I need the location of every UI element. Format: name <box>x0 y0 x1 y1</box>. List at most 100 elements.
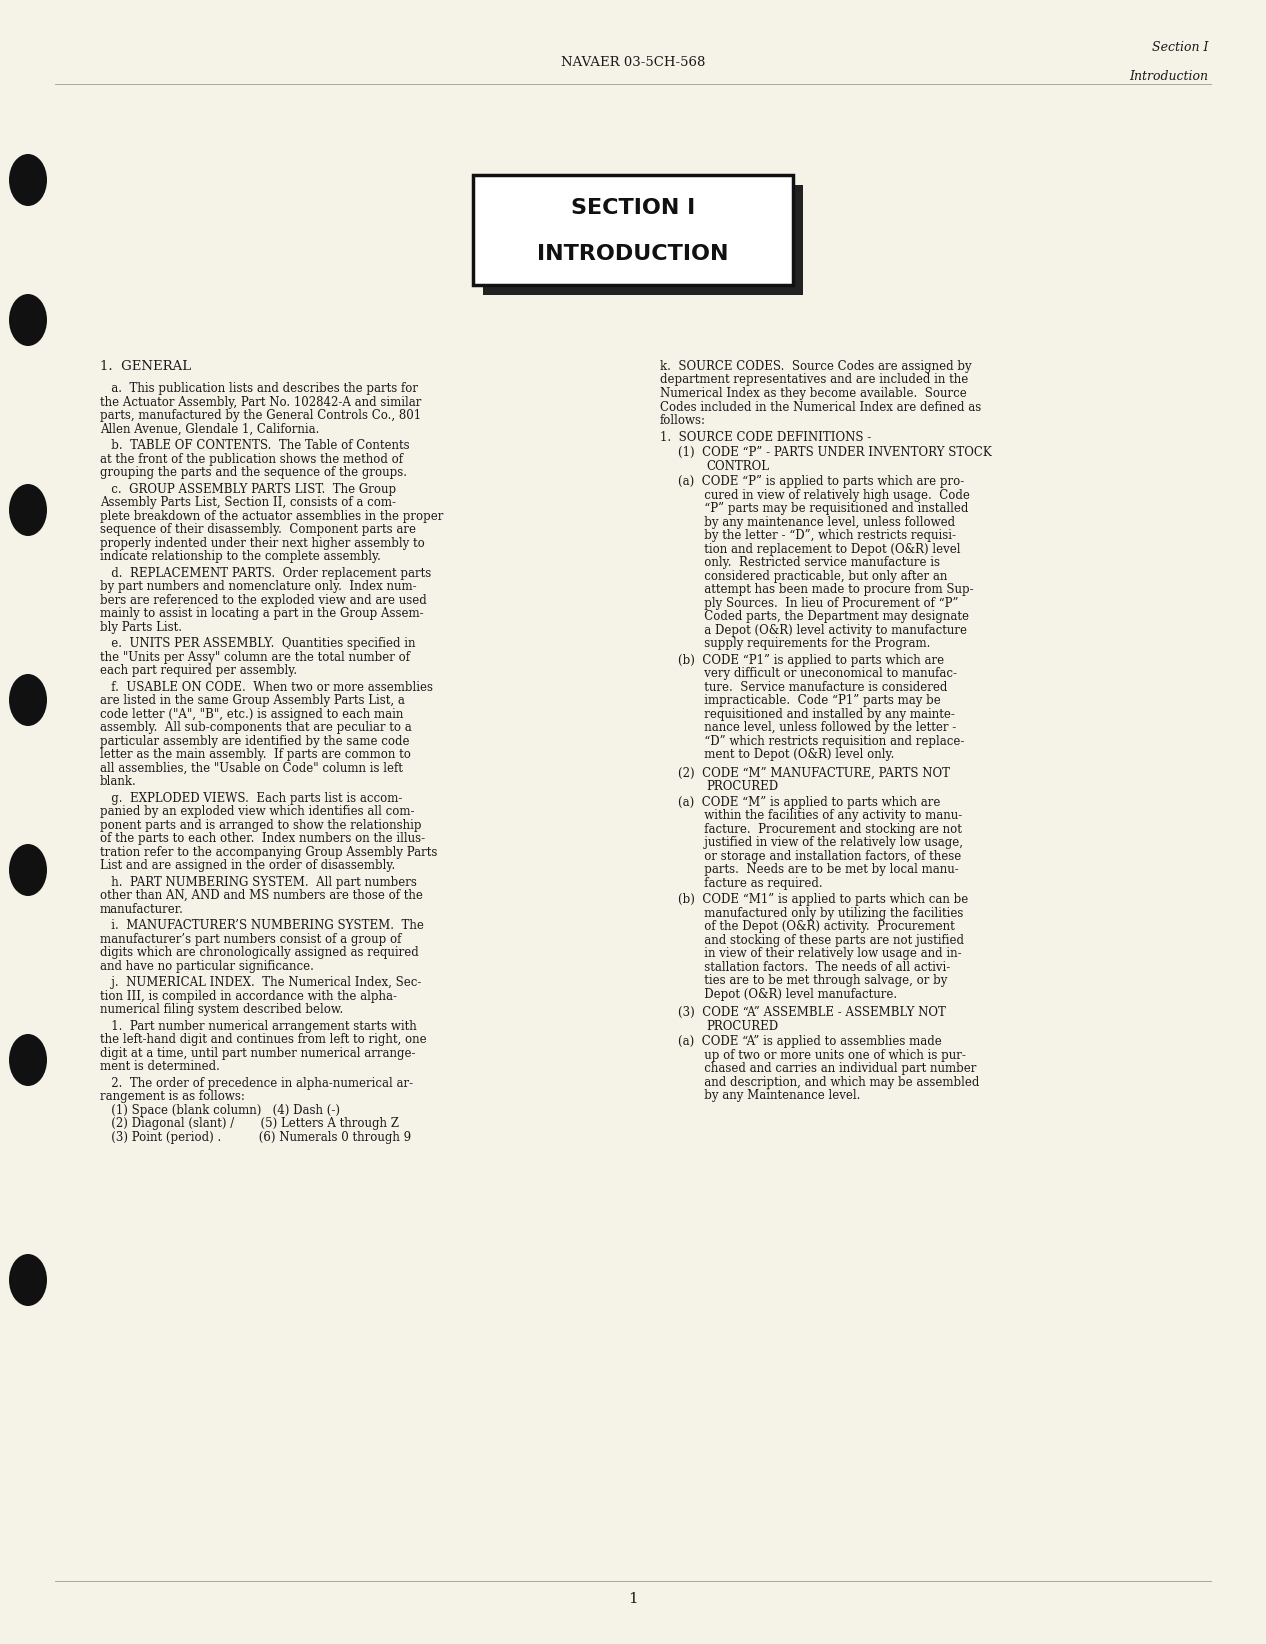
Text: cured in view of relatively high usage.  Code: cured in view of relatively high usage. … <box>679 488 970 501</box>
Text: Numerical Index as they become available.  Source: Numerical Index as they become available… <box>660 386 967 399</box>
Text: h.  PART NUMBERING SYSTEM.  All part numbers: h. PART NUMBERING SYSTEM. All part numbe… <box>100 876 417 888</box>
Text: (3)  CODE “A” ASSEMBLE - ASSEMBLY NOT: (3) CODE “A” ASSEMBLE - ASSEMBLY NOT <box>679 1006 946 1019</box>
Text: NAVAER 03-5CH-568: NAVAER 03-5CH-568 <box>561 56 705 69</box>
Text: stallation factors.  The needs of all activi-: stallation factors. The needs of all act… <box>679 960 951 973</box>
Text: numerical filing system described below.: numerical filing system described below. <box>100 1003 343 1016</box>
Text: parts.  Needs are to be met by local manu-: parts. Needs are to be met by local manu… <box>679 863 958 876</box>
Text: indicate relationship to the complete assembly.: indicate relationship to the complete as… <box>100 551 381 562</box>
Text: very difficult or uneconomical to manufac-: very difficult or uneconomical to manufa… <box>679 667 957 681</box>
Text: manufacturer’s part numbers consist of a group of: manufacturer’s part numbers consist of a… <box>100 932 401 945</box>
Text: (1) Space (blank column)   (4) Dash (-): (1) Space (blank column) (4) Dash (-) <box>100 1103 341 1116</box>
Text: by any Maintenance level.: by any Maintenance level. <box>679 1088 861 1101</box>
Text: manufactured only by utilizing the facilities: manufactured only by utilizing the facil… <box>679 906 963 919</box>
Text: manufacturer.: manufacturer. <box>100 903 184 916</box>
Text: mainly to assist in locating a part in the Group Assem-: mainly to assist in locating a part in t… <box>100 607 424 620</box>
Text: particular assembly are identified by the same code: particular assembly are identified by th… <box>100 735 409 748</box>
Text: (2) Diagonal (slant) /       (5) Letters A through Z: (2) Diagonal (slant) / (5) Letters A thr… <box>100 1116 399 1129</box>
Text: c.  GROUP ASSEMBLY PARTS LIST.  The Group: c. GROUP ASSEMBLY PARTS LIST. The Group <box>100 482 396 495</box>
Text: k.  SOURCE CODES.  Source Codes are assigned by: k. SOURCE CODES. Source Codes are assign… <box>660 360 971 373</box>
Text: ply Sources.  In lieu of Procurement of “P”: ply Sources. In lieu of Procurement of “… <box>679 597 958 610</box>
Text: INTRODUCTION: INTRODUCTION <box>537 245 729 265</box>
Text: sequence of their disassembly.  Component parts are: sequence of their disassembly. Component… <box>100 523 417 536</box>
Text: nance level, unless followed by the letter -: nance level, unless followed by the lett… <box>679 722 956 733</box>
Text: Assembly Parts List, Section II, consists of a com-: Assembly Parts List, Section II, consist… <box>100 496 396 510</box>
Text: justified in view of the relatively low usage,: justified in view of the relatively low … <box>679 837 963 848</box>
Text: f.  USABLE ON CODE.  When two or more assemblies: f. USABLE ON CODE. When two or more asse… <box>100 681 433 694</box>
Text: (a)  CODE “M” is applied to parts which are: (a) CODE “M” is applied to parts which a… <box>679 796 941 809</box>
Text: digits which are chronologically assigned as required: digits which are chronologically assigne… <box>100 945 419 958</box>
Ellipse shape <box>9 155 47 206</box>
Text: PROCURED: PROCURED <box>706 1019 779 1032</box>
Text: of the parts to each other.  Index numbers on the illus-: of the parts to each other. Index number… <box>100 832 425 845</box>
Text: “D” which restricts requisition and replace-: “D” which restricts requisition and repl… <box>679 735 965 748</box>
Bar <box>484 186 803 294</box>
Text: by part numbers and nomenclature only.  Index num-: by part numbers and nomenclature only. I… <box>100 580 417 593</box>
Text: each part required per assembly.: each part required per assembly. <box>100 664 298 677</box>
Text: SECTION I: SECTION I <box>571 197 695 219</box>
Text: attempt has been made to procure from Sup-: attempt has been made to procure from Su… <box>679 584 974 597</box>
Text: digit at a time, until part number numerical arrange-: digit at a time, until part number numer… <box>100 1047 415 1059</box>
Text: d.  REPLACEMENT PARTS.  Order replacement parts: d. REPLACEMENT PARTS. Order replacement … <box>100 567 432 579</box>
Text: and description, and which may be assembled: and description, and which may be assemb… <box>679 1075 980 1088</box>
Ellipse shape <box>9 483 47 536</box>
Text: other than AN, AND and MS numbers are those of the: other than AN, AND and MS numbers are th… <box>100 889 423 903</box>
Text: tion III, is compiled in accordance with the alpha-: tion III, is compiled in accordance with… <box>100 990 398 1003</box>
Text: follows:: follows: <box>660 414 706 427</box>
Text: (1)  CODE “P” - PARTS UNDER INVENTORY STOCK: (1) CODE “P” - PARTS UNDER INVENTORY STO… <box>679 446 991 459</box>
Text: a Depot (O&R) level activity to manufacture: a Depot (O&R) level activity to manufact… <box>679 623 967 636</box>
Text: only.  Restricted service manufacture is: only. Restricted service manufacture is <box>679 556 939 569</box>
Ellipse shape <box>9 1254 47 1305</box>
Text: 1.  Part number numerical arrangement starts with: 1. Part number numerical arrangement sta… <box>100 1019 417 1032</box>
Text: b.  TABLE OF CONTENTS.  The Table of Contents: b. TABLE OF CONTENTS. The Table of Conte… <box>100 439 410 452</box>
Text: (a)  CODE “A” is applied to assemblies made: (a) CODE “A” is applied to assemblies ma… <box>679 1036 942 1047</box>
Text: 2.  The order of precedence in alpha-numerical ar-: 2. The order of precedence in alpha-nume… <box>100 1077 413 1090</box>
Text: 1: 1 <box>628 1591 638 1606</box>
Text: (3) Point (period) .          (6) Numerals 0 through 9: (3) Point (period) . (6) Numerals 0 thro… <box>100 1131 411 1144</box>
Text: facture as required.: facture as required. <box>679 876 823 889</box>
Text: at the front of the publication shows the method of: at the front of the publication shows th… <box>100 452 403 465</box>
Text: blank.: blank. <box>100 774 137 787</box>
Text: the Actuator Assembly, Part No. 102842-A and similar: the Actuator Assembly, Part No. 102842-A… <box>100 396 422 408</box>
Bar <box>473 174 793 284</box>
Text: up of two or more units one of which is pur-: up of two or more units one of which is … <box>679 1049 966 1062</box>
Text: department representatives and are included in the: department representatives and are inclu… <box>660 373 968 386</box>
Text: (2)  CODE “M” MANUFACTURE, PARTS NOT: (2) CODE “M” MANUFACTURE, PARTS NOT <box>679 766 950 779</box>
Text: Codes included in the Numerical Index are defined as: Codes included in the Numerical Index ar… <box>660 401 981 414</box>
Text: parts, manufactured by the General Controls Co., 801: parts, manufactured by the General Contr… <box>100 409 422 423</box>
Text: by any maintenance level, unless followed: by any maintenance level, unless followe… <box>679 516 955 528</box>
Text: the "Units per Assy" column are the total number of: the "Units per Assy" column are the tota… <box>100 651 410 664</box>
Text: are listed in the same Group Assembly Parts List, a: are listed in the same Group Assembly Pa… <box>100 694 405 707</box>
Text: of the Depot (O&R) activity.  Procurement: of the Depot (O&R) activity. Procurement <box>679 921 955 934</box>
Text: Coded parts, the Department may designate: Coded parts, the Department may designat… <box>679 610 968 623</box>
Text: ture.  Service manufacture is considered: ture. Service manufacture is considered <box>679 681 947 694</box>
Text: and have no particular significance.: and have no particular significance. <box>100 960 314 973</box>
Text: within the facilities of any activity to manu-: within the facilities of any activity to… <box>679 809 962 822</box>
Text: plete breakdown of the actuator assemblies in the proper: plete breakdown of the actuator assembli… <box>100 510 443 523</box>
Text: Allen Avenue, Glendale 1, California.: Allen Avenue, Glendale 1, California. <box>100 423 319 436</box>
Text: 1.  SOURCE CODE DEFINITIONS -: 1. SOURCE CODE DEFINITIONS - <box>660 431 871 444</box>
Text: in view of their relatively low usage and in-: in view of their relatively low usage an… <box>679 947 962 960</box>
Text: tion and replacement to Depot (O&R) level: tion and replacement to Depot (O&R) leve… <box>679 543 961 556</box>
Text: CONTROL: CONTROL <box>706 460 768 472</box>
Text: chased and carries an individual part number: chased and carries an individual part nu… <box>679 1062 976 1075</box>
Text: (b)  CODE “P1” is applied to parts which are: (b) CODE “P1” is applied to parts which … <box>679 654 944 666</box>
Text: 1.  GENERAL: 1. GENERAL <box>100 360 191 373</box>
Text: and stocking of these parts are not justified: and stocking of these parts are not just… <box>679 934 963 947</box>
Text: considered practicable, but only after an: considered practicable, but only after a… <box>679 569 947 582</box>
Text: ponent parts and is arranged to show the relationship: ponent parts and is arranged to show the… <box>100 819 422 832</box>
Text: a.  This publication lists and describes the parts for: a. This publication lists and describes … <box>100 381 418 395</box>
Text: by the letter - “D”, which restricts requisi-: by the letter - “D”, which restricts req… <box>679 529 956 543</box>
Text: the left-hand digit and continues from left to right, one: the left-hand digit and continues from l… <box>100 1032 427 1046</box>
Text: rangement is as follows:: rangement is as follows: <box>100 1090 244 1103</box>
Ellipse shape <box>9 843 47 896</box>
Text: “P” parts may be requisitioned and installed: “P” parts may be requisitioned and insta… <box>679 501 968 515</box>
Text: ties are to be met through salvage, or by: ties are to be met through salvage, or b… <box>679 973 947 986</box>
Text: i.  MANUFACTURER’S NUMBERING SYSTEM.  The: i. MANUFACTURER’S NUMBERING SYSTEM. The <box>100 919 424 932</box>
Text: bers are referenced to the exploded view and are used: bers are referenced to the exploded view… <box>100 593 427 607</box>
Text: impracticable.  Code “P1” parts may be: impracticable. Code “P1” parts may be <box>679 694 941 707</box>
Text: panied by an exploded view which identifies all com-: panied by an exploded view which identif… <box>100 806 414 819</box>
Text: properly indented under their next higher assembly to: properly indented under their next highe… <box>100 536 425 549</box>
Text: PROCURED: PROCURED <box>706 779 779 792</box>
Text: tration refer to the accompanying Group Assembly Parts: tration refer to the accompanying Group … <box>100 845 437 858</box>
Text: Introduction: Introduction <box>1129 71 1208 82</box>
